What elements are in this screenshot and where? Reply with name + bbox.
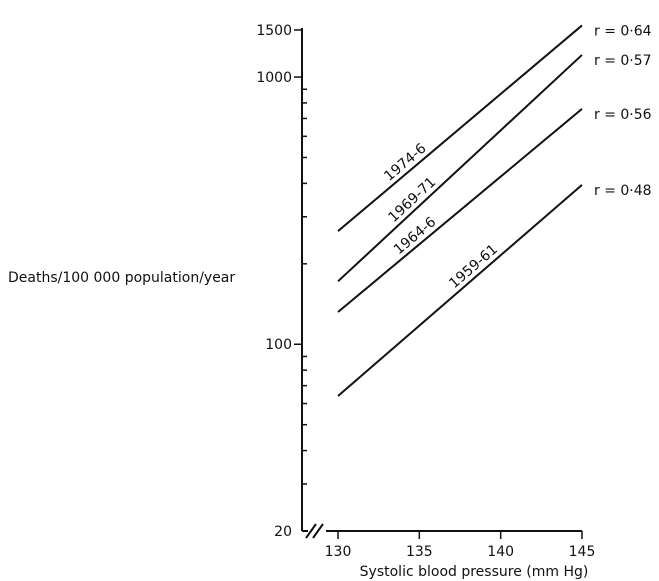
y-axis-label: Deaths/100 000 population/year xyxy=(8,270,235,286)
x-tick-label: 140 xyxy=(487,544,514,560)
break-slash xyxy=(305,523,317,539)
series-line xyxy=(337,24,583,232)
x-tick-label: 145 xyxy=(569,544,596,560)
x-ticks: 130 135 140 145 xyxy=(325,531,596,560)
correlation-annotation: r = 0·56 xyxy=(594,107,652,123)
series-label: 1974-6 xyxy=(381,140,429,184)
correlation-annotation: r = 0·64 xyxy=(594,23,652,39)
x-axis-label: Systolic blood pressure (mm Hg) xyxy=(360,564,589,580)
y-tick-label: 100 xyxy=(265,337,292,353)
series-line xyxy=(337,108,583,313)
series-line xyxy=(337,184,583,397)
y-ticks: 20 100 1000 1500 xyxy=(256,23,307,540)
series-label: 1959-61 xyxy=(446,242,501,292)
y-tick-label: 1000 xyxy=(256,70,292,86)
correlation-annotation: r = 0·57 xyxy=(594,53,652,69)
y-tick-label: 1500 xyxy=(256,23,292,39)
series-line xyxy=(337,54,583,283)
x-tick-label: 130 xyxy=(325,544,352,560)
x-axis-break-mark xyxy=(302,523,324,539)
break-slash xyxy=(312,523,324,539)
y-tick-label: 20 xyxy=(274,524,292,540)
correlation-annotation: r = 0·48 xyxy=(594,183,652,199)
axes xyxy=(301,28,582,539)
x-tick-label: 135 xyxy=(406,544,433,560)
